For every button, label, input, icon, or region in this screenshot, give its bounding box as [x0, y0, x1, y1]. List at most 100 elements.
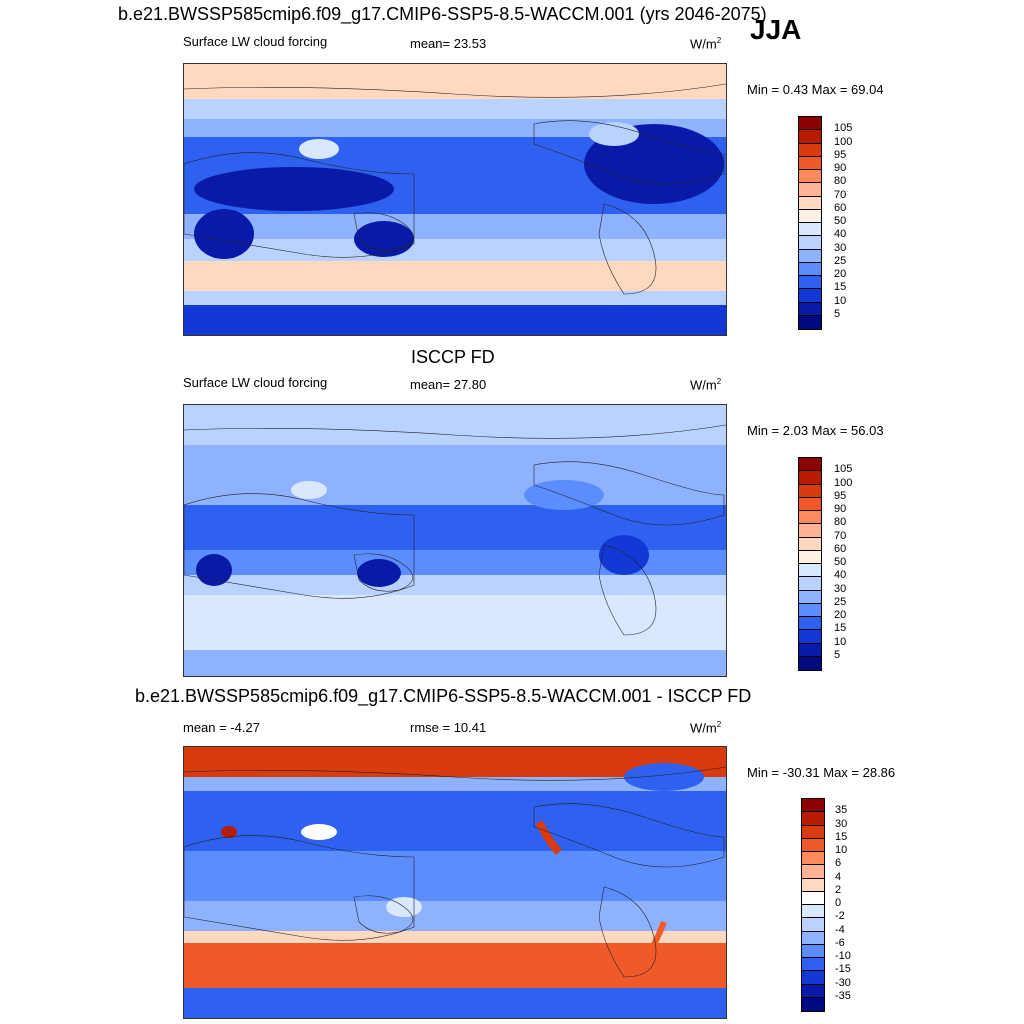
colorbar-swatch [799, 183, 821, 197]
colorbar-tick-label: -15 [835, 963, 851, 976]
panel-3-mean-label: mean = -4.27 [183, 720, 260, 735]
colorbar-swatch [802, 984, 824, 998]
colorbar-swatch [799, 550, 821, 564]
colorbar-tick-label: 40 [834, 569, 847, 582]
colorbar-tick-label: 40 [834, 228, 847, 241]
colorbar-swatch [802, 812, 824, 826]
colorbar-swatch [799, 262, 821, 276]
colorbar-swatch [802, 971, 824, 985]
colorbar-swatch [799, 130, 821, 144]
colorbar-tick-label: 60 [834, 201, 847, 214]
colorbar-tick-label: -4 [835, 923, 845, 936]
colorbar-swatch [799, 315, 821, 329]
colorbar-tick-label: 90 [834, 503, 847, 515]
colorbar-swatch [799, 577, 821, 591]
colorbar-swatch [799, 497, 821, 511]
colorbar-tick-label: 80 [834, 516, 847, 529]
colorbar-swatch [799, 302, 821, 316]
colorbar-swatch [799, 656, 821, 670]
panel-2-title: ISCCP FD [411, 347, 495, 367]
colorbar-tick-label: 100 [834, 476, 853, 489]
colorbar-tick-label: 20 [834, 268, 847, 280]
season-label: JJA [750, 14, 802, 45]
colorbar-tick-label: 15 [834, 281, 847, 294]
colorbar-tick-label: -2 [835, 910, 845, 923]
colorbar-tick-label: 70 [834, 188, 847, 201]
colorbar-swatch [802, 838, 824, 852]
colorbar-tick-label: -35 [835, 989, 851, 1002]
colorbar-tick-label: 10 [834, 635, 847, 648]
colorbar-swatch [799, 170, 821, 184]
colorbar-tick-label: 50 [834, 556, 847, 568]
colorbar-tick-label: 2 [835, 883, 842, 896]
colorbar-swatch [799, 289, 821, 303]
colorbar-swatch [802, 852, 824, 866]
colorbar-tick-label: 10 [835, 844, 848, 856]
colorbar-tick-label: 10 [834, 294, 847, 307]
colorbar-swatch [802, 944, 824, 958]
panel-2-colorbar [798, 457, 822, 671]
colorbar-tick-label: 5 [834, 648, 841, 661]
colorbar-tick-label: 6 [835, 857, 842, 870]
panel-1-mean-label: mean= 23.53 [410, 36, 487, 51]
panel-2-units: W/m2 [690, 377, 722, 393]
colorbar-swatch [802, 958, 824, 972]
panel-2-variable-label: Surface LW cloud forcing [183, 375, 328, 390]
colorbar-tick-label: 100 [834, 135, 853, 148]
panel-3-units: W/m2 [690, 720, 722, 736]
colorbar-tick-label: 30 [834, 582, 847, 595]
colorbar-tick-label: 70 [834, 529, 847, 542]
colorbar-swatch [802, 918, 824, 932]
colorbar-swatch [799, 484, 821, 498]
panel-3-title: b.e21.BWSSP585cmip6.f09_g17.CMIP6-SSP5-8… [135, 686, 752, 706]
panel-3-rmse-label: rmse = 10.41 [410, 720, 487, 735]
colorbar-tick-label: 15 [835, 830, 848, 843]
colorbar-swatch [799, 458, 821, 472]
colorbar-swatch [799, 590, 821, 604]
colorbar-tick-label: 95 [834, 148, 847, 161]
colorbar-swatch [799, 471, 821, 485]
colorbar-swatch [799, 209, 821, 223]
colorbar-tick-label: 25 [834, 254, 847, 267]
colorbar-swatch [802, 931, 824, 945]
panel-2-mean-label: mean= 27.80 [410, 377, 487, 392]
panel-1-units: W/m2 [690, 36, 722, 52]
colorbar-swatch [799, 537, 821, 551]
panel-1-minmax: Min = 0.43 Max = 69.04 [747, 82, 884, 97]
colorbar-swatch [802, 905, 824, 919]
colorbar-swatch [799, 156, 821, 170]
colorbar-tick-label: 60 [834, 542, 847, 555]
panel-3-map [183, 746, 727, 1019]
colorbar-swatch [802, 997, 824, 1011]
colorbar-swatch [799, 643, 821, 657]
colorbar-tick-label: 30 [834, 241, 847, 254]
colorbar-swatch [799, 236, 821, 250]
colorbar-swatch [799, 117, 821, 131]
panel-1-colorbar [798, 116, 822, 330]
colorbar-swatch [799, 249, 821, 263]
colorbar-tick-label: 5 [834, 307, 841, 320]
colorbar-tick-label: -10 [835, 950, 851, 962]
colorbar-tick-label: 20 [834, 609, 847, 621]
colorbar-swatch [799, 564, 821, 578]
panel-3-colorbar [801, 798, 825, 1012]
colorbar-tick-label: 4 [835, 870, 842, 883]
colorbar-tick-label: 25 [834, 595, 847, 608]
colorbar-tick-label: -6 [835, 936, 845, 949]
colorbar-swatch [802, 865, 824, 879]
colorbar-tick-label: 90 [834, 162, 847, 174]
colorbar-swatch [799, 223, 821, 237]
colorbar-swatch [799, 143, 821, 157]
panel-1-title: b.e21.BWSSP585cmip6.f09_g17.CMIP6-SSP5-8… [118, 4, 767, 24]
colorbar-swatch [799, 630, 821, 644]
colorbar-tick-label: 50 [834, 215, 847, 227]
colorbar-tick-label: -30 [835, 976, 851, 989]
colorbar-tick-label: 80 [834, 175, 847, 188]
colorbar-swatch [799, 617, 821, 631]
colorbar-swatch [799, 524, 821, 538]
panel-2-map [183, 404, 727, 677]
colorbar-swatch [799, 276, 821, 290]
colorbar-swatch [802, 825, 824, 839]
panel-1-map [183, 63, 727, 336]
colorbar-tick-label: 105 [834, 122, 853, 135]
